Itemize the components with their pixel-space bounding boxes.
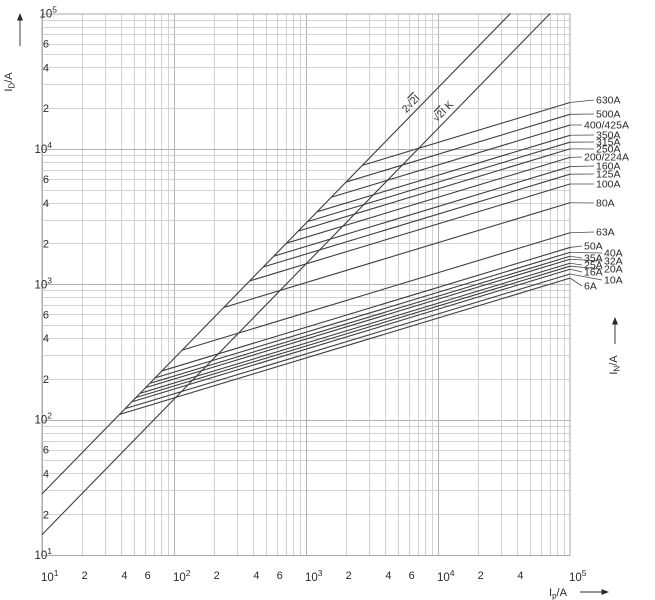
- fuse-rating-label-63A: 63A: [596, 227, 615, 239]
- fuse-rating-label-500A: 500A: [596, 109, 621, 121]
- x-tick-label: 104: [437, 568, 455, 584]
- fuse-rating-label-630A: 630A: [596, 95, 621, 107]
- fuse-rating-label-35A: 35A: [584, 253, 603, 265]
- x-tick-label: 2: [346, 570, 352, 582]
- x-tick-label: 4: [517, 570, 523, 582]
- y-tick-label: 101: [34, 546, 52, 562]
- x-tick-label: 6: [409, 570, 415, 582]
- fuse-curve-leader-50A: [569, 245, 583, 248]
- fuse-rating-label-250A: 250A: [596, 144, 621, 156]
- fuse-curve-16A: [131, 268, 571, 403]
- fuse-curve-40A: [154, 251, 571, 379]
- fuse-curve-125A: [263, 173, 571, 268]
- x-tick-label: 102: [173, 568, 191, 584]
- fuse-curve-leader-20A: [569, 265, 603, 270]
- fuse-rating-label-315A: 315A: [596, 137, 621, 149]
- y-tick-label: 6: [43, 445, 49, 457]
- y-tick-label: 4: [43, 469, 49, 481]
- fuse-rating-label-50A: 50A: [584, 241, 603, 253]
- fuse-curve-63A: [182, 232, 571, 351]
- y-tick-label: 4: [43, 62, 49, 74]
- right-axis-title: IN/A: [608, 355, 622, 375]
- fuse-rating-label-40A: 40A: [604, 248, 623, 260]
- fuse-rating-label-80A: 80A: [596, 198, 615, 210]
- fuse-curve-500A: [345, 113, 571, 183]
- y-tick-label: 2: [43, 239, 49, 251]
- fuse-curve-leader-32A: [569, 258, 603, 262]
- fuse-curve-630A: [362, 101, 571, 166]
- fuse-curve-20A: [135, 265, 571, 399]
- fuse-curve-6A: [119, 277, 571, 415]
- fuse-curve-100A: [249, 183, 571, 282]
- fuse-rating-label-20A: 20A: [604, 264, 623, 276]
- fuse-curve-250A: [298, 148, 571, 232]
- y-tick-label: 105: [39, 5, 57, 21]
- fuse-curve-leader-25A: [569, 262, 583, 266]
- reference-line-label-asym-peak: 2√2I: [400, 92, 423, 115]
- fuse-curve-10A: [124, 273, 571, 410]
- fuse-curve-leader-6A: [569, 277, 583, 287]
- fuse-rating-label-32A: 32A: [604, 256, 623, 268]
- fuse-curve-200/224A: [286, 156, 571, 244]
- fuse-curve-160A: [273, 166, 571, 257]
- plot-frame: [41, 13, 571, 556]
- x-tick-label: 105: [569, 568, 587, 584]
- y-tick-label: 102: [34, 411, 52, 427]
- x-tick-label: 6: [145, 570, 151, 582]
- fuse-rating-label-160A: 160A: [596, 161, 621, 173]
- fuse-rating-label-10A: 10A: [604, 275, 623, 287]
- fuse-curve-32A: [145, 258, 571, 389]
- fuse-curve-leader-63A: [569, 231, 595, 234]
- fuse-rating-label-350A: 350A: [596, 130, 621, 142]
- y-tick-label: 6: [43, 309, 49, 321]
- fuse-curve-50A: [161, 246, 571, 372]
- x-tick-label: 4: [385, 570, 391, 582]
- y-tick-label: 103: [34, 275, 52, 291]
- y-tick-label: 2: [43, 374, 49, 386]
- x-tick-label: 4: [253, 570, 259, 582]
- x-tick-label: 2: [478, 570, 484, 582]
- fuse-curve-350A: [316, 134, 571, 213]
- fuse-curve-leader-16A: [569, 268, 583, 273]
- x-axis-title: Ip/A: [549, 587, 568, 600]
- fuse-curve-leader-35A: [569, 255, 583, 259]
- fuse-curve-35A: [149, 255, 571, 384]
- x-tick-label: 2: [82, 570, 88, 582]
- fuse-rating-label-100A: 100A: [596, 179, 621, 191]
- x-tick-label: 6: [277, 570, 283, 582]
- x-tick-label: 4: [121, 570, 127, 582]
- fuse-curve-leader-40A: [569, 251, 603, 254]
- fuse-curve-leader-630A: [569, 99, 595, 103]
- fuse-curve-315A: [307, 141, 571, 223]
- x-tick-label: 2: [214, 570, 220, 582]
- fuse-curve-80A: [223, 202, 571, 309]
- reference-line-label-sym-peak: √2I K: [430, 99, 456, 125]
- fuse-curve-leader-10A: [569, 273, 603, 281]
- fuse-curve-25A: [139, 262, 571, 394]
- y-tick-label: 2: [43, 509, 49, 521]
- y-tick-label: 6: [43, 39, 49, 51]
- y-tick-label: 4: [43, 333, 49, 345]
- y-tick-label: 4: [43, 198, 49, 210]
- reference-line-sym-peak: [41, 13, 551, 536]
- y-axis-title: ID/A: [3, 72, 17, 92]
- y-tick-label: 104: [34, 140, 52, 156]
- reference-line-asym-peak: [41, 13, 511, 495]
- y-tick-label: 2: [43, 103, 49, 115]
- fuse-curve-400/425A: [331, 124, 571, 198]
- x-tick-label: 103: [305, 568, 323, 584]
- fuse-rating-label-125A: 125A: [596, 169, 621, 181]
- fuse-curve-leader-160A: [569, 165, 595, 167]
- x-tick-label: 101: [41, 568, 59, 584]
- fuse-rating-label-6A: 6A: [584, 281, 597, 293]
- grid-group: [42, 13, 570, 556]
- y-tick-label: 6: [43, 174, 49, 186]
- fuse-rating-label-16A: 16A: [584, 267, 603, 279]
- fuse-rating-label-200/224A: 200/224A: [584, 152, 629, 164]
- fuse-rating-label-400/425A: 400/425A: [584, 120, 629, 132]
